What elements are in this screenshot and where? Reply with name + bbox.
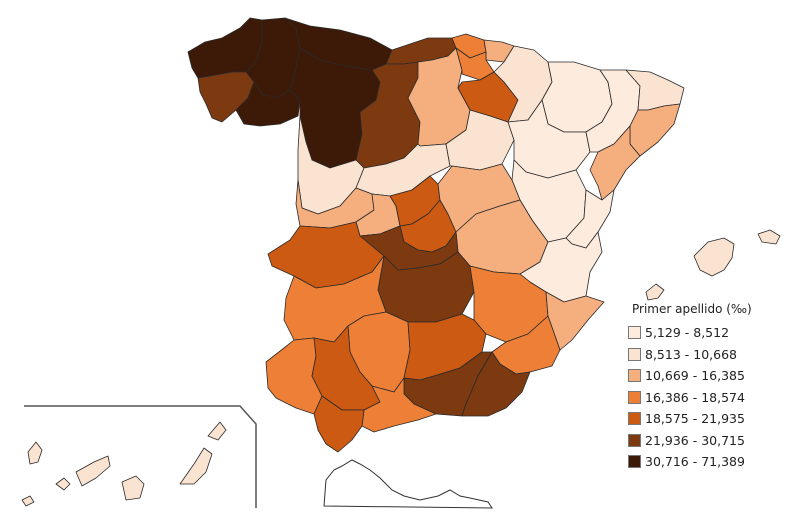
legend-swatch: [628, 455, 641, 469]
legend-swatch: [628, 326, 641, 340]
legend-item: 5,129 - 8,512: [616, 322, 796, 344]
legend-swatch: [628, 412, 641, 426]
legend-label: 18,575 - 21,935: [645, 411, 745, 427]
canary-inset-border: [24, 405, 257, 508]
legend-label: 16,386 - 18,574: [645, 389, 745, 405]
legend-label: 30,716 - 71,389: [645, 454, 745, 470]
map-legend: Primer apellido (‰) 5,129 - 8,512 8,513 -…: [616, 302, 796, 473]
legend-swatch: [628, 347, 641, 361]
region-tarragona[interactable]: [589, 125, 641, 201]
legend-label: 21,936 - 30,715: [645, 432, 745, 448]
region-canarias[interactable]: [21, 421, 227, 507]
legend-item: 8,513 - 10,668: [616, 344, 796, 366]
region-menorca[interactable]: [757, 229, 781, 245]
region-cadiz[interactable]: [313, 395, 365, 453]
legend-item: 10,669 - 16,385: [616, 365, 796, 387]
legend-label: 8,513 - 10,668: [645, 346, 737, 362]
legend-swatch: [628, 390, 641, 404]
north-africa-coastline: [323, 459, 493, 509]
region-almeria[interactable]: [461, 351, 531, 417]
legend-swatch: [628, 369, 641, 383]
legend-item: 30,716 - 71,389: [616, 451, 796, 473]
legend-title: Primer apellido (‰): [632, 302, 752, 316]
legend-item: 18,575 - 21,935: [616, 408, 796, 430]
legend-label: 10,669 - 16,385: [645, 368, 745, 384]
legend-item: 16,386 - 18,574: [616, 387, 796, 409]
region-ibiza[interactable]: [645, 283, 665, 301]
legend-item: 21,936 - 30,715: [616, 430, 796, 452]
region-mallorca[interactable]: [693, 237, 735, 277]
legend-label: 5,129 - 8,512: [645, 325, 730, 341]
legend-swatch: [628, 433, 641, 447]
region-barcelona[interactable]: [629, 103, 681, 157]
